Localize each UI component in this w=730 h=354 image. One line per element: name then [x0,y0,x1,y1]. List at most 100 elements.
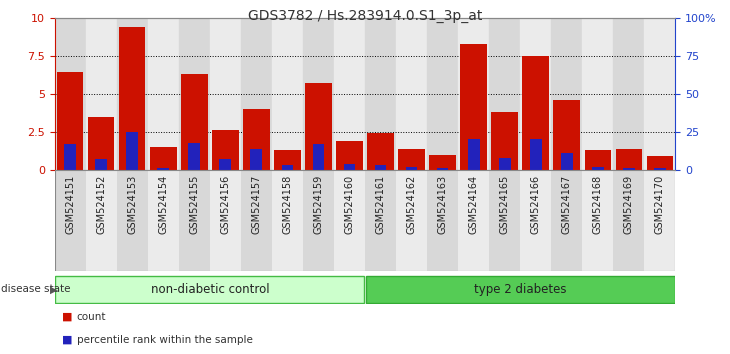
Text: GSM524151: GSM524151 [65,175,75,234]
Bar [561,153,572,170]
Bar [250,149,262,170]
Bar [210,170,241,271]
Text: GSM524156: GSM524156 [220,175,231,234]
Bar [429,155,456,170]
Bar [305,83,331,170]
Bar [461,44,487,170]
Bar [551,170,583,271]
Bar [499,158,510,170]
Bar [458,18,489,170]
Text: GSM524153: GSM524153 [127,175,137,234]
Bar [427,18,458,170]
Bar [243,109,269,170]
Bar [86,18,117,170]
Bar [303,170,334,271]
Bar [126,132,138,170]
Bar [491,112,518,170]
Text: GSM524161: GSM524161 [375,175,385,234]
Bar [334,170,365,271]
Bar [282,165,293,170]
Bar [623,169,634,170]
Text: GSM524160: GSM524160 [345,175,355,234]
Bar [645,18,675,170]
Bar [647,156,673,170]
Text: count: count [77,312,106,322]
Bar [117,170,147,271]
Bar [55,170,86,271]
Text: ■: ■ [62,335,72,345]
FancyBboxPatch shape [366,276,675,303]
Bar [437,169,448,170]
Text: GSM524167: GSM524167 [561,175,572,234]
Bar [489,170,520,271]
Text: non-diabetic control: non-diabetic control [150,283,269,296]
Bar [374,165,386,170]
Bar [406,167,418,170]
Text: GSM524154: GSM524154 [158,175,169,234]
Bar [212,130,239,170]
Bar [55,18,86,170]
Bar [365,170,396,271]
Bar [654,169,666,170]
Bar [365,18,396,170]
Text: disease state: disease state [1,284,70,295]
Bar [147,170,179,271]
Bar [272,18,303,170]
Bar [399,149,425,170]
Text: GSM524155: GSM524155 [189,175,199,234]
Text: GSM524164: GSM524164 [469,175,479,234]
Text: GDS3782 / Hs.283914.0.S1_3p_at: GDS3782 / Hs.283914.0.S1_3p_at [247,9,483,23]
FancyBboxPatch shape [55,276,364,303]
Bar [530,139,542,170]
Bar [158,169,169,170]
Text: GSM524162: GSM524162 [407,175,417,234]
Bar [615,149,642,170]
Bar [613,170,645,271]
Text: GSM524168: GSM524168 [593,175,603,234]
Text: type 2 diabetes: type 2 diabetes [474,283,566,296]
Bar [592,167,604,170]
Bar [458,170,489,271]
Bar [64,144,76,170]
Bar [520,18,551,170]
Bar [468,139,480,170]
Text: GSM524158: GSM524158 [283,175,293,234]
Bar [613,18,645,170]
Text: GSM524152: GSM524152 [96,175,107,234]
Bar [150,147,177,170]
Bar [147,18,179,170]
Text: ■: ■ [62,312,72,322]
Bar [88,116,115,170]
Bar [181,74,207,170]
Bar [241,18,272,170]
Bar [427,170,458,271]
Bar [523,56,549,170]
Bar [57,73,83,170]
Bar [344,164,356,170]
Bar [585,150,611,170]
Bar [86,170,117,271]
Bar [96,159,107,170]
Text: percentile rank within the sample: percentile rank within the sample [77,335,253,345]
Bar [179,170,210,271]
Bar [210,18,241,170]
Bar [367,133,393,170]
Bar [119,27,145,170]
Text: GSM524157: GSM524157 [251,175,261,234]
Bar [179,18,210,170]
Bar [553,100,580,170]
Bar [117,18,147,170]
Text: GSM524165: GSM524165 [499,175,510,234]
Bar [396,170,427,271]
Bar [272,170,303,271]
Bar [188,143,200,170]
Text: GSM524169: GSM524169 [623,175,634,234]
Bar [583,18,613,170]
Text: GSM524159: GSM524159 [313,175,323,234]
Bar [645,170,675,271]
Bar [396,18,427,170]
Text: GSM524170: GSM524170 [655,175,665,234]
Bar [551,18,583,170]
Bar [337,141,363,170]
Bar [312,144,324,170]
